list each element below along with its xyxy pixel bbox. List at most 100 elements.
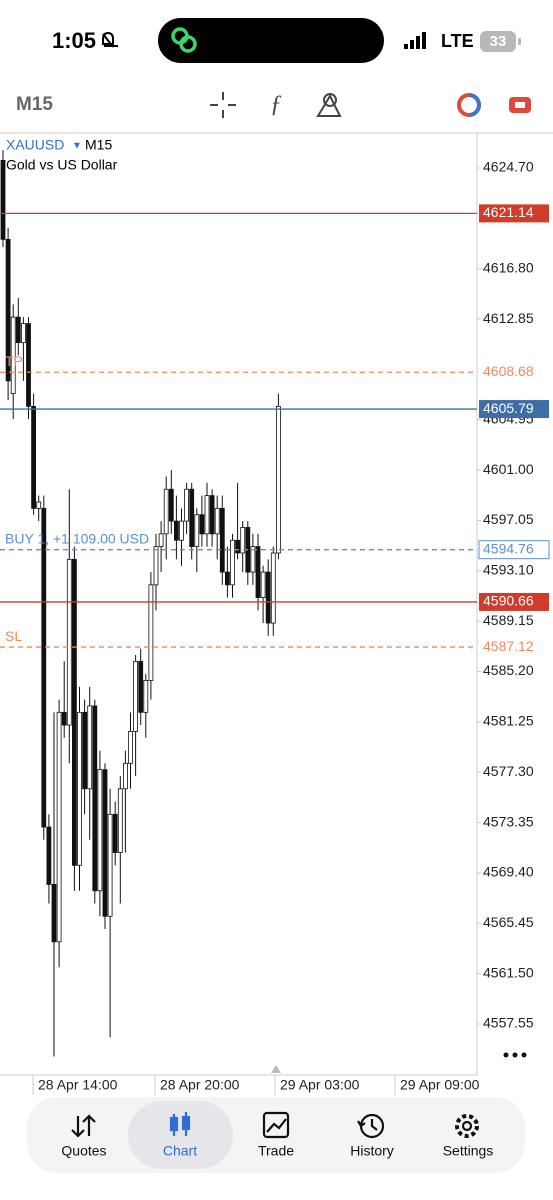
- candle-body: [97, 769, 103, 892]
- price-tick-label: 4565.45: [483, 914, 534, 930]
- candle-body: [158, 533, 164, 548]
- active-tab-highlight: [128, 1101, 233, 1169]
- price-level-label: 4621.14: [483, 204, 534, 220]
- price-tick-label: 4601.00: [483, 461, 534, 477]
- current-time-marker: [271, 1065, 281, 1073]
- candle-body: [123, 762, 128, 790]
- price-tick-label: 4624.70: [483, 159, 534, 175]
- time-label: 29 Apr 09:00: [400, 1077, 480, 1093]
- candle-body: [179, 520, 184, 541]
- candle-body: [92, 705, 98, 892]
- more-button[interactable]: [503, 1052, 527, 1058]
- candle-body: [184, 488, 190, 522]
- battery-level: 33: [490, 33, 507, 50]
- chart-plot[interactable]: [0, 150, 481, 1095]
- candle-body: [87, 705, 93, 790]
- candle-body: [260, 571, 266, 598]
- mute-icon: [102, 31, 118, 48]
- level-annotation: BUY 1, +1 109.00 USD: [5, 530, 149, 546]
- candle-body: [224, 571, 230, 586]
- symbol-dropdown[interactable]: ▼: [72, 141, 82, 152]
- candle-body: [219, 507, 225, 573]
- price-level-box: [478, 540, 550, 560]
- tab-label[interactable]: Settings: [443, 1143, 494, 1159]
- candle-body: [173, 520, 179, 541]
- price-level-box: [479, 592, 549, 611]
- network: LTE: [441, 31, 474, 51]
- settings-icon[interactable]: [461, 1120, 473, 1132]
- candle-body: [128, 731, 133, 764]
- candle-body: [66, 558, 72, 726]
- candle-body: [82, 711, 87, 790]
- price-level-label: 4587.12: [483, 638, 534, 654]
- tab-bar: [27, 1097, 525, 1173]
- price-tick-label: 4597.05: [483, 511, 534, 527]
- candle-body: [194, 514, 200, 548]
- battery-tip: [518, 38, 521, 45]
- candle-body: [250, 546, 256, 573]
- account-icon[interactable]: [457, 93, 481, 117]
- candle-body: [46, 826, 52, 885]
- candle-body: [72, 558, 77, 866]
- symbol-description: Gold vs US Dollar: [6, 157, 118, 173]
- symbol[interactable]: XAUUSD: [6, 137, 64, 153]
- candle-body: [214, 507, 220, 535]
- price-tick-label: 4577.30: [483, 763, 534, 779]
- price-level-label: 4590.66: [483, 593, 534, 609]
- tab-label[interactable]: Trade: [258, 1143, 294, 1159]
- trade-tab-icon[interactable]: [262, 1111, 290, 1139]
- tab-label[interactable]: History: [350, 1143, 394, 1159]
- price-level-label: 4608.68: [483, 363, 534, 379]
- candle-body: [265, 571, 271, 624]
- price-tick-label: 4593.10: [483, 562, 534, 578]
- battery: [480, 31, 516, 52]
- objects-tool[interactable]: [316, 93, 342, 117]
- candle-body: [148, 584, 154, 681]
- price-tick-label: 4589.15: [483, 612, 534, 628]
- timeframe-button[interactable]: M15: [16, 94, 53, 115]
- candle-body: [209, 495, 215, 535]
- tab-label[interactable]: Quotes: [61, 1143, 106, 1159]
- signal-icon: [404, 32, 426, 49]
- candle-body: [61, 711, 67, 726]
- candle-body: [5, 238, 11, 382]
- candle-body: [0, 159, 6, 240]
- chart-icon-candle: [169, 1116, 179, 1132]
- candle-body: [77, 711, 82, 866]
- candle-body: [36, 501, 42, 509]
- price-level-box: [479, 204, 549, 223]
- price-tick-label: 4585.20: [483, 662, 534, 678]
- status-time: 1:05: [52, 28, 96, 53]
- quotes-icon[interactable]: [71, 1114, 96, 1138]
- candle-body: [26, 323, 31, 407]
- price-tick-label: 4557.55: [483, 1015, 534, 1031]
- tab-label[interactable]: Chart: [163, 1143, 197, 1159]
- candle-body: [41, 507, 47, 828]
- price-tick-label: 4612.85: [483, 310, 534, 326]
- candle-body: [230, 539, 235, 586]
- candle-body: [153, 546, 159, 586]
- candle-body: [235, 539, 241, 554]
- trade-icon[interactable]: [509, 97, 531, 113]
- price-tick-label: 4616.80: [483, 259, 534, 275]
- crosshair-tool[interactable]: [210, 92, 236, 118]
- chart-timeframe: M15: [85, 137, 112, 153]
- island-icon: [171, 27, 197, 53]
- candle-body: [189, 488, 195, 548]
- level-annotation: TP: [5, 353, 23, 369]
- indicators-tool[interactable]: ƒ: [270, 92, 282, 118]
- candle-body: [255, 546, 261, 598]
- candle-body: [112, 813, 118, 853]
- time-label: 28 Apr 20:00: [160, 1077, 240, 1093]
- candle-body: [240, 527, 246, 554]
- candle-body: [31, 405, 37, 509]
- price-level-label: 4605.79: [483, 400, 534, 416]
- price-tick-label: 4569.40: [483, 864, 534, 880]
- chart-icon-candle: [181, 1115, 191, 1131]
- candle-body: [102, 769, 108, 917]
- level-annotation: SL: [5, 628, 22, 644]
- candle-body: [51, 884, 57, 943]
- price-tick-label: 4573.35: [483, 813, 534, 829]
- candle-body: [117, 788, 123, 853]
